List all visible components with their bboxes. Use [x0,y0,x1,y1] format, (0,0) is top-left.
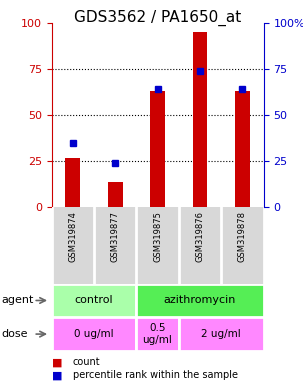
Text: GSM319876: GSM319876 [195,211,205,262]
Text: percentile rank within the sample: percentile rank within the sample [73,370,238,380]
Bar [65,157,80,207]
Bar [52,317,136,351]
Bar [193,32,208,207]
Bar [108,182,123,207]
Bar [235,91,250,207]
Text: 2 ug/ml: 2 ug/ml [201,329,241,339]
Text: agent: agent [2,295,34,306]
Bar [136,284,264,317]
Text: count: count [73,357,100,367]
Text: GSM319877: GSM319877 [111,211,120,262]
Text: 0 ug/ml: 0 ug/ml [74,329,114,339]
Bar [179,317,264,351]
Bar [136,317,179,351]
Text: GSM319878: GSM319878 [238,211,247,262]
Text: ■: ■ [52,370,62,380]
Bar [150,91,165,207]
Text: GSM319875: GSM319875 [153,211,162,262]
Text: control: control [75,295,113,306]
Text: 0.5
ug/ml: 0.5 ug/ml [143,323,172,345]
Text: GSM319874: GSM319874 [68,211,77,262]
Text: azithromycin: azithromycin [164,295,236,306]
Text: ■: ■ [52,357,62,367]
Text: dose: dose [2,329,28,339]
Bar [52,284,136,317]
Text: GDS3562 / PA1650_at: GDS3562 / PA1650_at [74,10,241,26]
